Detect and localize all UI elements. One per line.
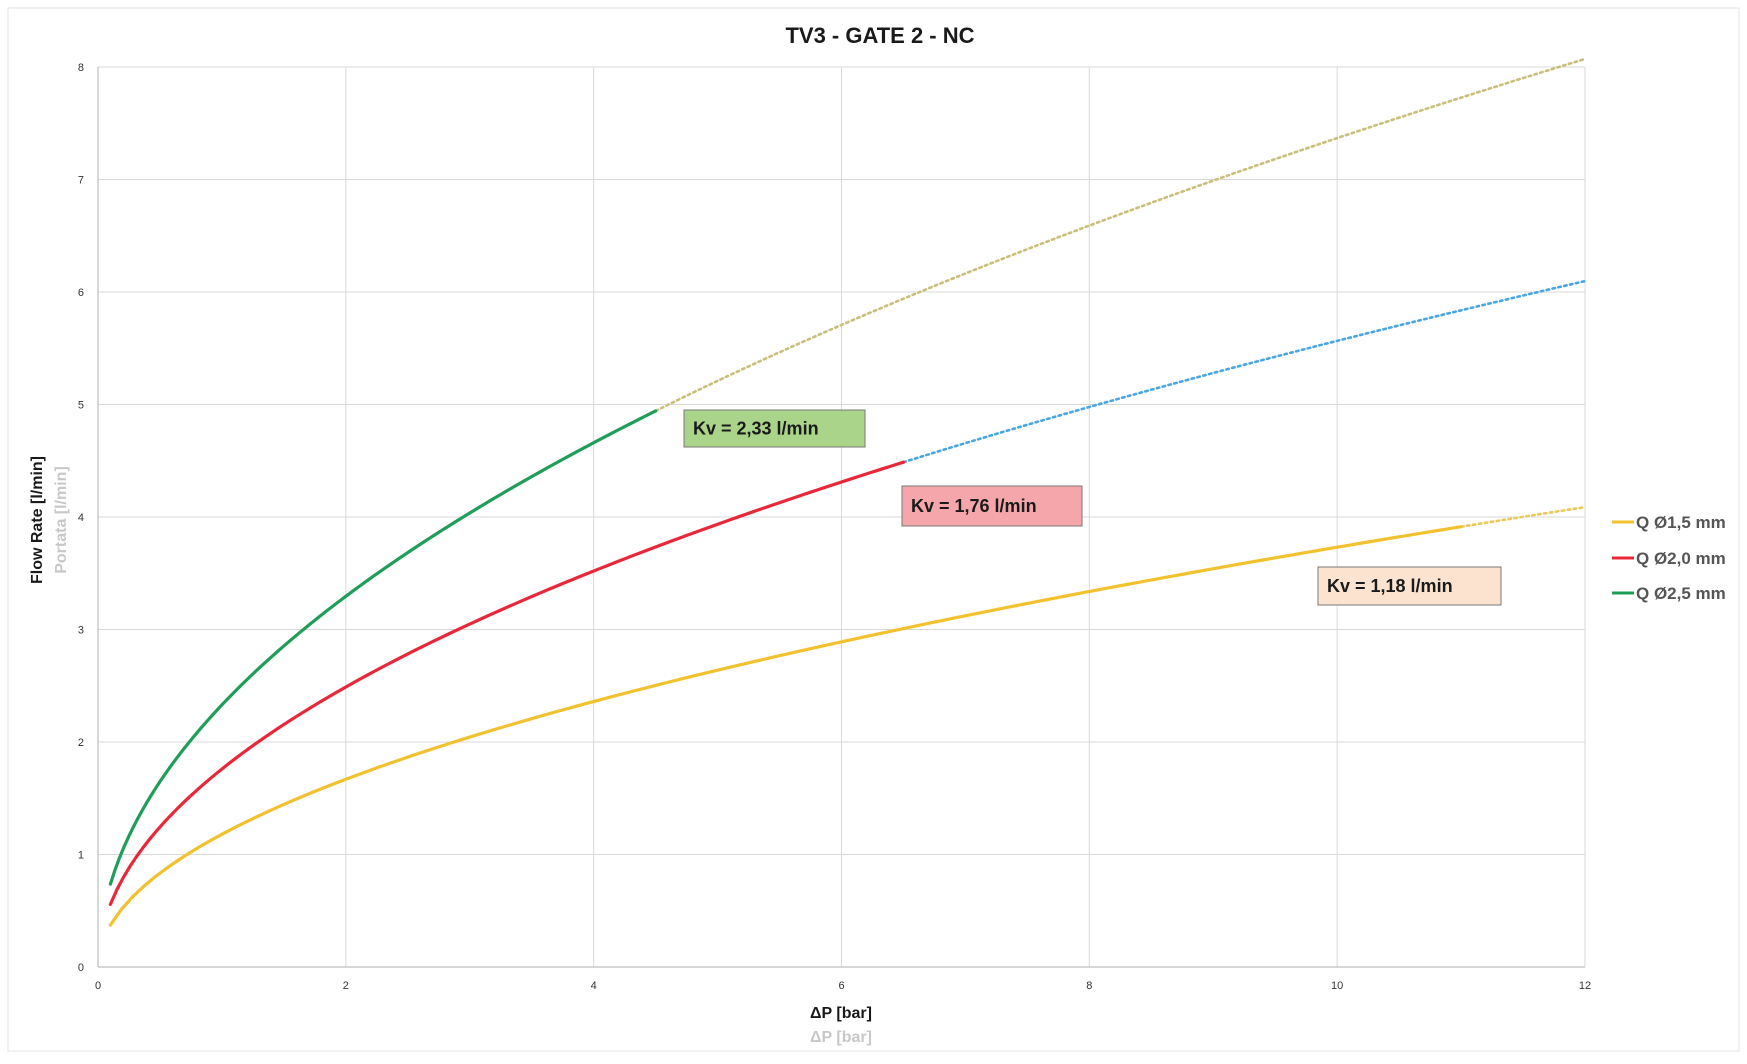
y-tick-label: 0 [78, 962, 84, 974]
legend-label-3: Q Ø2,5 mm [1636, 584, 1726, 603]
kv-label-box-2 [901, 485, 1083, 527]
axes [97, 67, 1585, 968]
chart-frame [7, 7, 1740, 1052]
x-axis-label-secondary: ΔP [bar] [810, 1029, 872, 1046]
kv-label-1: Kv = 1,18 l/min [1327, 576, 1453, 596]
x-tick-label: 6 [838, 980, 844, 992]
y-axis-label: Flow Rate [l/min] [29, 456, 46, 584]
kv-label-box-3 [683, 409, 866, 448]
kv-label-box-1 [1317, 566, 1502, 606]
x-tick-label: 4 [591, 980, 597, 992]
y-tick-label: 1 [78, 850, 84, 862]
y-tick-label: 7 [78, 175, 84, 187]
series-2-extrapolated-line [902, 279, 1587, 464]
y-tick-label: 6 [78, 287, 84, 299]
series-lines [108, 57, 1587, 927]
y-tick-label: 2 [78, 737, 84, 749]
y-tick-label: 8 [78, 62, 84, 74]
y-tick-label: 5 [78, 400, 84, 412]
y-tick-label: 4 [78, 512, 84, 524]
series-3-line [108, 409, 658, 886]
y-axis-label-secondary: Portata [l/min] [53, 466, 70, 574]
series-3-extrapolated-line [654, 57, 1587, 413]
grid [98, 66, 1586, 967]
series-1-line [108, 525, 1463, 927]
legend: Q Ø1,5 mm Q Ø2,0 mm Q Ø2,5 mm [1612, 513, 1726, 603]
legend-label-1: Q Ø1,5 mm [1636, 513, 1726, 532]
kv-annotations: Kv = 1,18 l/min Kv = 1,76 l/min Kv = 2,33 … [683, 409, 1502, 606]
y-tick-label: 3 [78, 625, 84, 637]
chart-title: TV3 - GATE 2 - NC [785, 23, 974, 48]
x-tick-label: 12 [1579, 980, 1591, 992]
x-tick-label: 0 [95, 980, 101, 992]
x-axis-label: ΔP [bar] [810, 1005, 872, 1022]
x-tick-label: 2 [343, 980, 349, 992]
x-tick-label: 8 [1086, 980, 1092, 992]
series-2-line [108, 460, 906, 906]
x-tick-label: 10 [1331, 980, 1343, 992]
series-1-extrapolated-line [1459, 505, 1587, 529]
legend-label-2: Q Ø2,0 mm [1636, 549, 1726, 568]
kv-label-2: Kv = 1,76 l/min [911, 496, 1037, 516]
kv-label-3: Kv = 2,33 l/min [693, 419, 819, 439]
